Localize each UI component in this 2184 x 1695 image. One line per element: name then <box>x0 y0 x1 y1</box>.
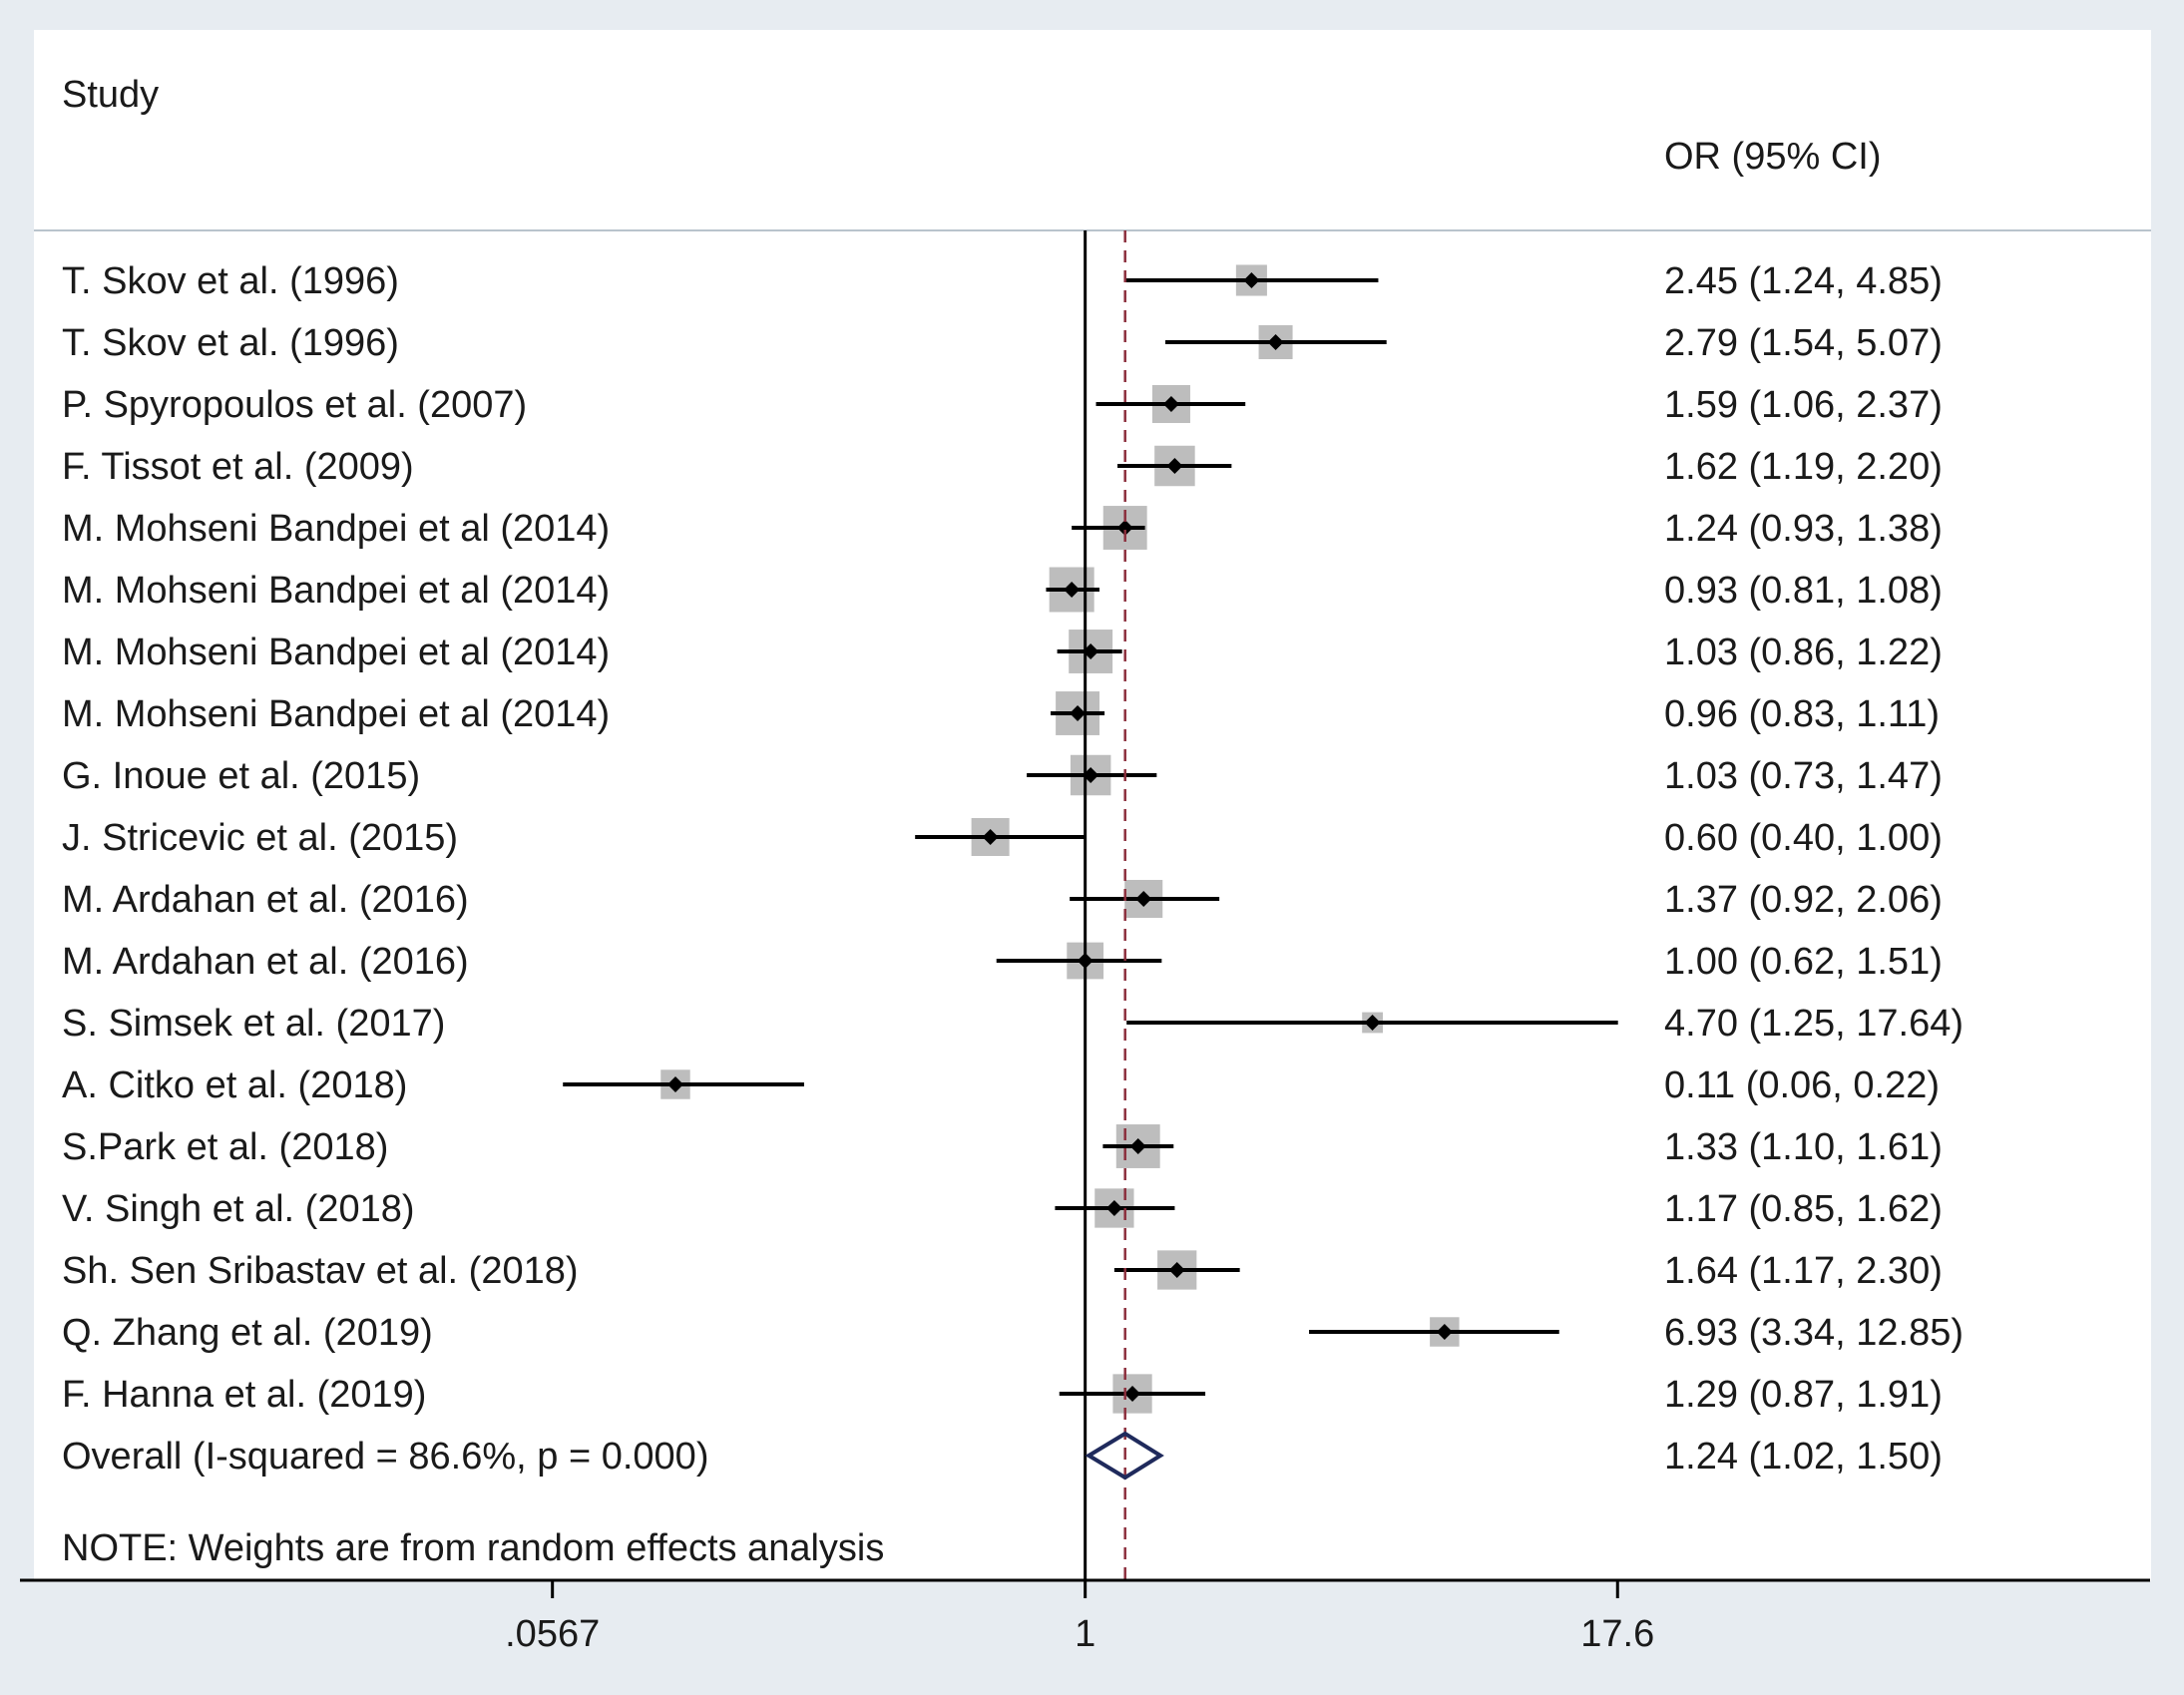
point-estimate <box>1070 705 1087 721</box>
study-label: V. Singh et al. (2018) <box>62 1188 415 1230</box>
study-label: T. Skov et al. (1996) <box>62 260 399 302</box>
study-estimate-text: 1.00 (0.62, 1.51) <box>1664 941 1943 983</box>
study-label: F. Tissot et al. (2009) <box>62 446 414 488</box>
study-label: M. Ardahan et al. (2016) <box>62 941 469 983</box>
study-estimate-text: 1.33 (1.10, 1.61) <box>1664 1126 1943 1168</box>
point-estimate <box>1364 1015 1381 1031</box>
study-label: S.Park et al. (2018) <box>62 1126 388 1168</box>
study-estimate-text: 1.37 (0.92, 2.06) <box>1664 879 1943 921</box>
point-estimate <box>1129 1138 1146 1154</box>
study-estimate-text: 1.59 (1.06, 2.37) <box>1664 384 1943 426</box>
study-row: V. Singh et al. (2018) 1.17 (0.85, 1.62) <box>62 1188 1943 1230</box>
study-estimate-text: 0.11 (0.06, 0.22) <box>1664 1064 1940 1106</box>
x-axis-ticks: .0567 1 17.6 <box>505 1580 1654 1655</box>
study-estimate-text: 0.93 (0.81, 1.08) <box>1664 570 1943 612</box>
study-estimate-text: 1.17 (0.85, 1.62) <box>1664 1188 1943 1230</box>
x-tick-label: 17.6 <box>1580 1613 1654 1655</box>
study-label: S. Simsek et al. (2017) <box>62 1003 445 1045</box>
study-estimate-text: 1.03 (0.86, 1.22) <box>1664 632 1943 673</box>
study-row: S. Simsek et al. (2017) 4.70 (1.25, 17.64… <box>62 1003 1964 1045</box>
study-label: Q. Zhang et al. (2019) <box>62 1312 433 1354</box>
study-estimate-text: 1.29 (0.87, 1.91) <box>1664 1374 1943 1416</box>
study-row: A. Citko et al. (2018) 0.11 (0.06, 0.22) <box>62 1064 1940 1106</box>
study-row: Q. Zhang et al. (2019) 6.93 (3.34, 12.85) <box>62 1312 1964 1354</box>
x-tick-label: 1 <box>1075 1613 1095 1655</box>
overall-diamond <box>1085 1431 1164 1481</box>
plot-panel <box>34 30 2151 1581</box>
study-label: M. Mohseni Bandpei et al (2014) <box>62 632 610 673</box>
x-tick-label: .0567 <box>505 1613 600 1655</box>
point-estimate <box>1267 334 1284 350</box>
study-label: A. Citko et al. (2018) <box>62 1064 407 1106</box>
study-estimate-text: 6.93 (3.34, 12.85) <box>1664 1312 1964 1354</box>
study-label: Sh. Sen Sribastav et al. (2018) <box>62 1250 579 1292</box>
study-row: F. Tissot et al. (2009) 1.62 (1.19, 2.20) <box>62 445 1943 488</box>
study-row: M. Mohseni Bandpei et al (2014) 0.96 (0.8… <box>62 691 1940 735</box>
study-column-header: Study <box>62 74 159 116</box>
study-row: M. Mohseni Bandpei et al (2014) 0.93 (0.8… <box>62 567 1943 613</box>
study-row: J. Stricevic et al. (2015) 0.60 (0.40, 1.… <box>62 817 1943 859</box>
point-estimate <box>1135 891 1152 907</box>
study-row: T. Skov et al. (1996) 2.79 (1.54, 5.07) <box>62 322 1943 364</box>
overall-estimate-text: 1.24 (1.02, 1.50) <box>1664 1436 1943 1478</box>
study-label: M. Mohseni Bandpei et al (2014) <box>62 693 610 735</box>
study-label: M. Mohseni Bandpei et al (2014) <box>62 508 610 550</box>
point-estimate <box>1168 1262 1185 1278</box>
point-estimate <box>666 1076 683 1092</box>
overall-label: Overall (I-squared = 86.6%, p = 0.000) <box>62 1436 708 1478</box>
weights-note: NOTE: Weights are from random effects an… <box>62 1527 884 1569</box>
study-estimate-text: 1.64 (1.17, 2.30) <box>1664 1250 1943 1292</box>
study-row: S.Park et al. (2018) 1.33 (1.10, 1.61) <box>62 1124 1943 1168</box>
study-row: T. Skov et al. (1996) 2.45 (1.24, 4.85) <box>62 260 1943 302</box>
study-row: P. Spyropoulos et al. (2007) 1.59 (1.06, … <box>62 384 1943 426</box>
point-estimate <box>982 829 999 845</box>
study-row: M. Mohseni Bandpei et al (2014) 1.24 (0.9… <box>62 506 1943 550</box>
study-label: T. Skov et al. (1996) <box>62 322 399 364</box>
study-label: G. Inoue et al. (2015) <box>62 755 420 797</box>
estimate-column-header: OR (95% CI) <box>1664 136 1881 178</box>
study-estimate-text: 1.62 (1.19, 2.20) <box>1664 446 1943 488</box>
point-estimate <box>1162 396 1179 412</box>
study-row: G. Inoue et al. (2015) 1.03 (0.73, 1.47) <box>62 754 1943 797</box>
study-label: M. Ardahan et al. (2016) <box>62 879 469 921</box>
study-estimate-text: 0.60 (0.40, 1.00) <box>1664 817 1943 859</box>
study-label: M. Mohseni Bandpei et al (2014) <box>62 570 610 612</box>
study-estimate-text: 1.24 (0.93, 1.38) <box>1664 508 1943 550</box>
study-estimate-text: 2.79 (1.54, 5.07) <box>1664 322 1943 364</box>
point-estimate <box>1436 1324 1453 1340</box>
point-estimate <box>1124 1386 1141 1402</box>
study-estimate-text: 4.70 (1.25, 17.64) <box>1664 1003 1964 1045</box>
study-row: M. Ardahan et al. (2016) 1.00 (0.62, 1.51… <box>62 941 1943 983</box>
overall-row: Overall (I-squared = 86.6%, p = 0.000) 1… <box>62 230 1943 1580</box>
study-row: M. Mohseni Bandpei et al (2014) 1.03 (0.8… <box>62 630 1943 673</box>
study-label: J. Stricevic et al. (2015) <box>62 817 458 859</box>
point-estimate <box>1166 458 1183 474</box>
study-estimate-text: 0.96 (0.83, 1.11) <box>1664 693 1940 735</box>
point-estimate <box>1064 582 1081 598</box>
point-estimate <box>1243 272 1260 288</box>
study-row: F. Hanna et al. (2019) 1.29 (0.87, 1.91) <box>62 1374 1943 1416</box>
point-estimate <box>1105 1200 1122 1216</box>
study-label: F. Hanna et al. (2019) <box>62 1374 426 1416</box>
study-estimate-text: 1.03 (0.73, 1.47) <box>1664 755 1943 797</box>
study-row: M. Ardahan et al. (2016) 1.37 (0.92, 2.06… <box>62 879 1943 921</box>
study-rows: T. Skov et al. (1996) 2.45 (1.24, 4.85)T.… <box>62 260 1964 1416</box>
study-row: Sh. Sen Sribastav et al. (2018) 1.64 (1.1… <box>62 1250 1943 1292</box>
point-estimate <box>1116 520 1133 536</box>
study-estimate-text: 2.45 (1.24, 4.85) <box>1664 260 1943 302</box>
study-label: P. Spyropoulos et al. (2007) <box>62 384 527 426</box>
